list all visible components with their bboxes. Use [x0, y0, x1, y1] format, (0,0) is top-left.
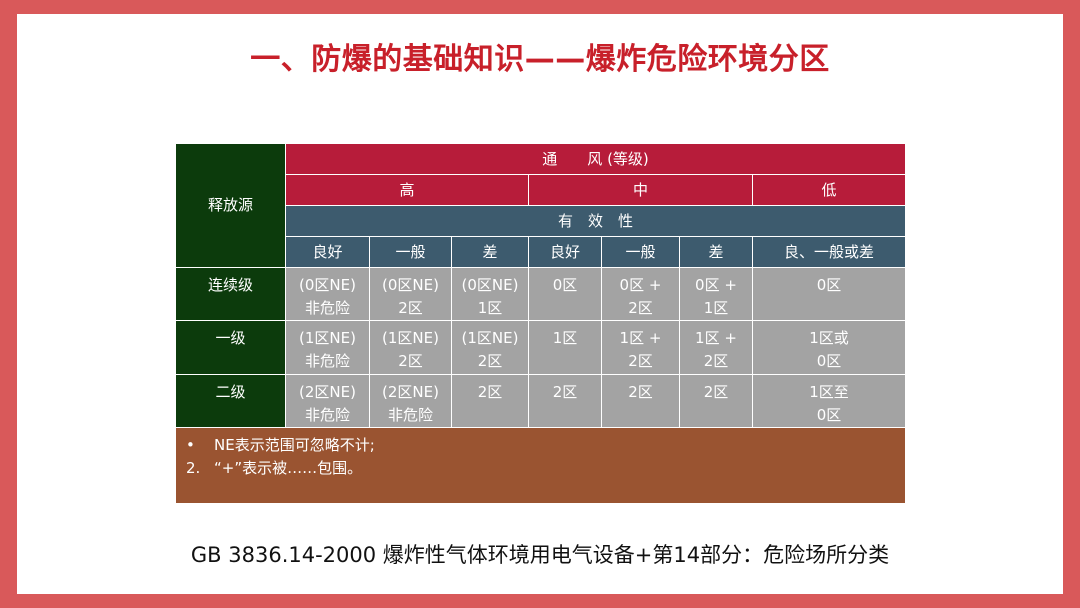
cell-line: 非危险	[304, 299, 350, 317]
effectiveness-cell: 良、一般或差	[751, 236, 907, 268]
row-label: 一级	[175, 320, 286, 375]
effectiveness-cell: 良好	[528, 236, 602, 268]
cell-line: 非危险	[304, 352, 350, 370]
zone-cell: 2区	[451, 374, 529, 428]
cell-line: 2区	[628, 352, 653, 370]
zone-cell: (1区NE) 2区	[369, 320, 452, 375]
cell-line: 非危险	[387, 406, 433, 424]
cell-line: 1区 +	[695, 329, 737, 347]
effectiveness-cell: 差	[679, 236, 753, 268]
row-label: 二级	[175, 374, 286, 428]
note-marker: •	[186, 436, 195, 454]
cell-line: 2区	[628, 383, 653, 401]
zone-cell: 0区 + 2区	[601, 267, 680, 321]
zone-cell: 0区	[528, 267, 602, 321]
level-medium: 中	[528, 174, 753, 206]
cell-line: 0区 +	[695, 276, 737, 294]
standard-caption: GB 3836.14-2000 爆炸性气体环境用电气设备+第14部分：危险场所分…	[190, 543, 890, 567]
zone-cell: (1区NE) 2区	[451, 320, 529, 375]
cell-line: 0区	[816, 276, 842, 294]
zone-cell: (0区NE) 1区	[451, 267, 529, 321]
zone-cell: 1区至 0区	[751, 374, 907, 428]
cell-line: 2区	[628, 299, 653, 317]
zone-cell: 0区 + 1区	[679, 267, 753, 321]
note-item: • NE表示范围可忽略不计;	[184, 434, 897, 457]
cell-line: 1区至	[809, 383, 849, 401]
release-source-header: 释放源	[175, 143, 286, 268]
table-row: 二级 (2区NE) 非危险 (2区NE) 非危险 2区 2区 2区 2区 1区至 0区	[175, 374, 907, 428]
note-text: “+”表示被……包围。	[214, 459, 363, 477]
row-label: 连续级	[175, 267, 286, 321]
effectiveness-header: 有 效 性	[284, 205, 907, 237]
cell-line: 0区	[552, 276, 578, 294]
zone-cell: 1区 + 2区	[679, 320, 753, 375]
zone-cell: 2区	[528, 374, 602, 428]
cell-line: 2区	[477, 352, 503, 370]
cell-line: 0区 +	[619, 276, 662, 294]
slide-title: 一、防爆的基础知识——爆炸危险环境分区	[250, 42, 830, 77]
cell-line: (1区NE)	[461, 329, 519, 347]
cell-line: (1区NE)	[299, 329, 356, 347]
level-low: 低	[751, 174, 907, 206]
table-row: 连续级 (0区NE) 非危险 (0区NE) 2区 (0区NE) 1区 0区 0区 + 2…	[175, 267, 907, 321]
zone-cell: 0区	[751, 267, 907, 321]
slide: 一、防爆的基础知识——爆炸危险环境分区 释放源 通 风 (等级) 高 中 低 有…	[17, 14, 1063, 594]
cell-line: 1区	[552, 329, 578, 347]
zone-cell: 1区 + 2区	[601, 320, 680, 375]
ventilation-header: 通 风 (等级)	[284, 143, 907, 175]
zone-cell: (1区NE) 非危险	[285, 320, 370, 375]
note-marker: 2.	[186, 459, 201, 477]
note-item: 2. “+”表示被……包围。	[184, 457, 897, 480]
zone-cell: 1区	[528, 320, 602, 375]
effectiveness-cell: 一般	[369, 236, 452, 268]
cell-line: 非危险	[304, 406, 350, 424]
cell-line: 0区	[816, 352, 842, 370]
cell-line: (0区NE)	[461, 276, 519, 294]
zone-classification-table: 释放源 通 风 (等级) 高 中 低 有 效 性 良好 一般 差 良好 一般	[174, 143, 907, 504]
zone-cell: (0区NE) 2区	[369, 267, 452, 321]
cell-line: 1区 +	[619, 329, 662, 347]
level-high: 高	[285, 174, 529, 206]
cell-line: (2区NE)	[299, 383, 356, 401]
cell-line: 2区	[398, 352, 423, 370]
cell-line: (0区NE)	[382, 276, 439, 294]
zone-cell: 1区或 0区	[751, 320, 907, 375]
cell-line: 1区或	[809, 329, 849, 347]
effectiveness-cell: 一般	[601, 236, 680, 268]
cell-line: (0区NE)	[299, 276, 356, 294]
note-text: NE表示范围可忽略不计;	[214, 436, 375, 454]
cell-line: (2区NE)	[382, 383, 439, 401]
cell-line: 2区	[703, 383, 729, 401]
zone-cell: (2区NE) 非危险	[369, 374, 452, 428]
table-row: 一级 (1区NE) 非危险 (1区NE) 2区 (1区NE) 2区 1区 1区 + 2区…	[175, 320, 907, 375]
cell-line: 1区	[703, 299, 729, 317]
cell-line: 1区	[477, 299, 503, 317]
cell-line: (1区NE)	[382, 329, 439, 347]
cell-line: 2区	[477, 383, 503, 401]
cell-line: 0区	[816, 406, 842, 424]
zone-cell: (2区NE) 非危险	[285, 374, 370, 428]
zone-table-container: 释放源 通 风 (等级) 高 中 低 有 效 性 良好 一般 差 良好 一般	[174, 143, 907, 504]
cell-line: 2区	[552, 383, 578, 401]
effectiveness-cell: 良好	[285, 236, 370, 268]
effectiveness-cell: 差	[451, 236, 529, 268]
cell-line: 2区	[703, 352, 729, 370]
table-notes: • NE表示范围可忽略不计; 2. “+”表示被……包围。	[174, 427, 907, 504]
cell-line: 2区	[398, 299, 423, 317]
zone-cell: 2区	[679, 374, 753, 428]
zone-cell: (0区NE) 非危险	[285, 267, 370, 321]
zone-cell: 2区	[601, 374, 680, 428]
